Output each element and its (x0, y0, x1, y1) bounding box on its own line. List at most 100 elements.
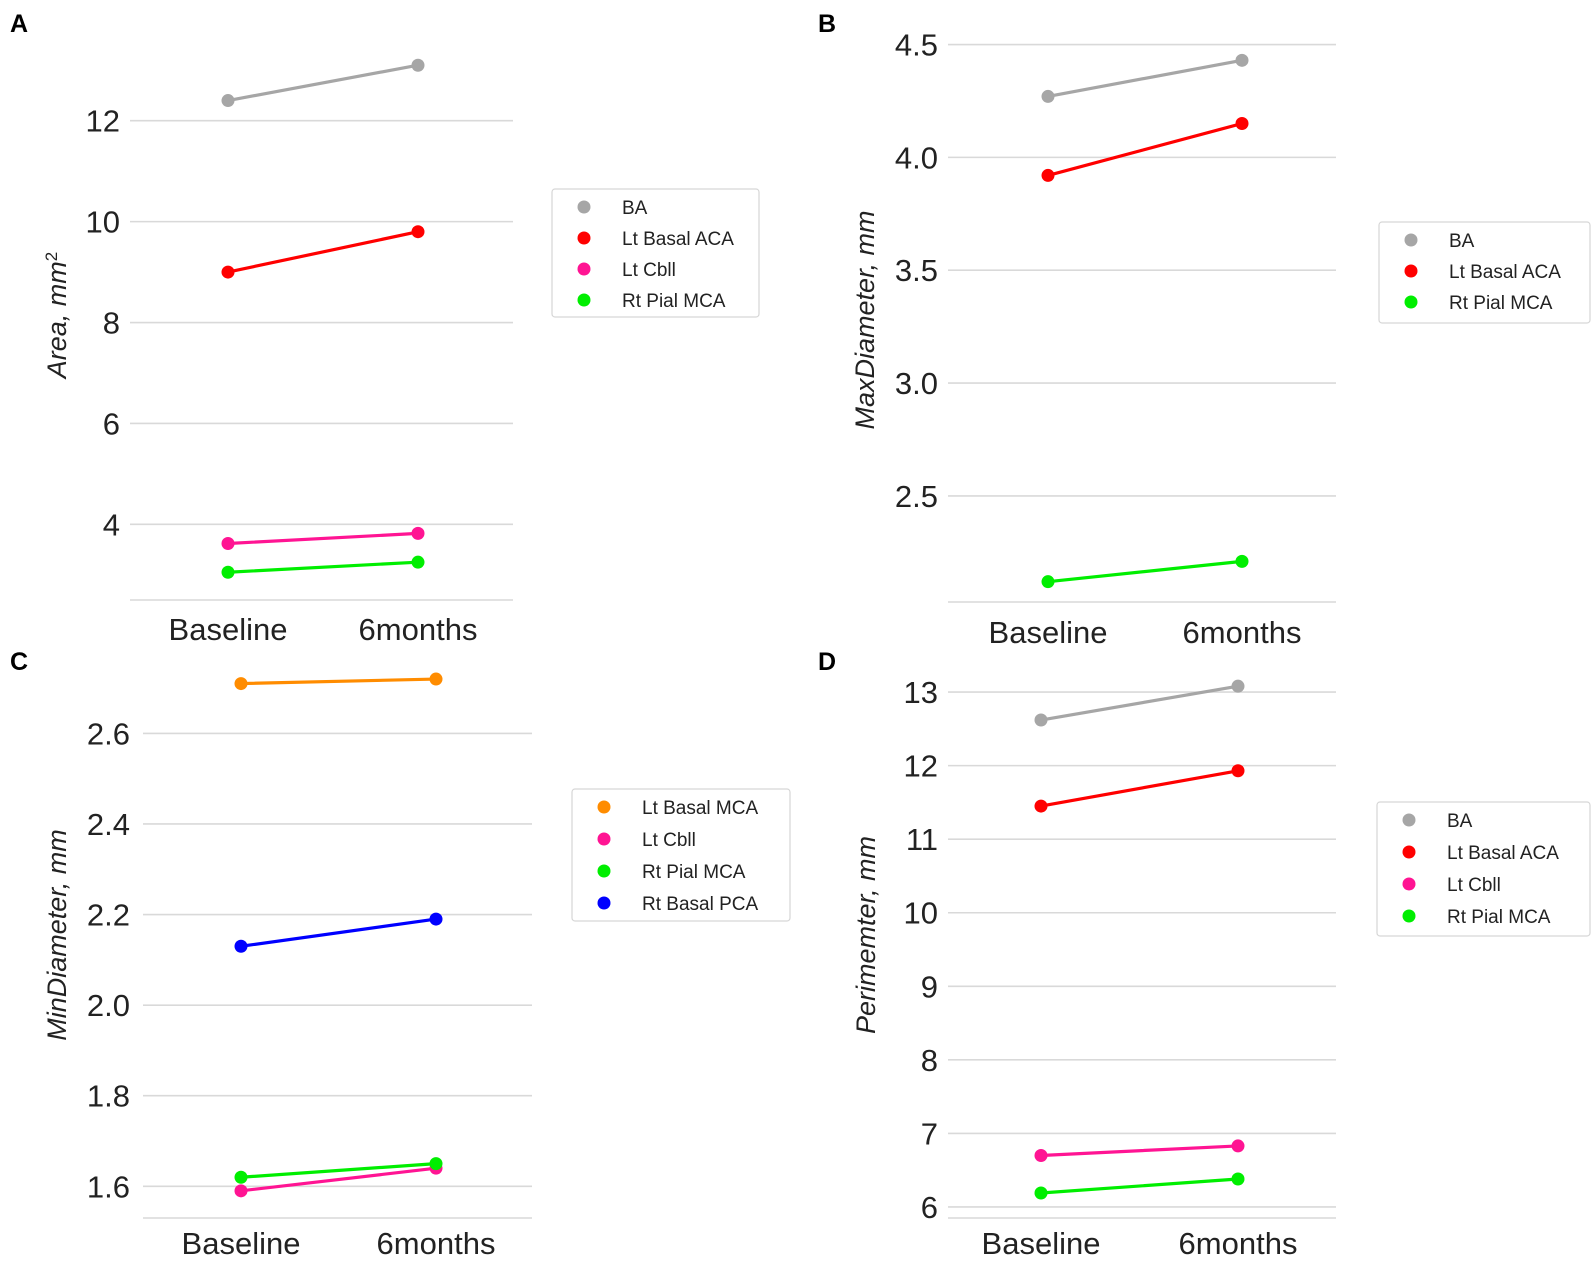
y-tick-label: 10 (904, 896, 938, 931)
legend-label: Lt Basal ACA (1449, 262, 1561, 283)
legend-marker (1402, 845, 1416, 859)
legend-label: Lt Basal MCA (642, 798, 758, 819)
legend-marker (1402, 877, 1416, 891)
panel-letter: C (10, 648, 28, 676)
data-point (411, 58, 425, 72)
series-lt-cbll (221, 526, 425, 550)
x-tick-label: 6months (1179, 1226, 1298, 1261)
series-line (226, 531, 420, 546)
series-line (1046, 58, 1244, 99)
y-tick-label: 4 (103, 507, 120, 542)
legend-label: Lt Basal ACA (622, 229, 734, 250)
legend-label: BA (1449, 231, 1475, 252)
data-point (1034, 1148, 1048, 1162)
y-tick-label: 12 (904, 749, 938, 784)
legend-marker (597, 896, 611, 910)
series-line (1046, 121, 1244, 178)
data-point (1231, 679, 1245, 693)
x-tick-label: 6months (377, 1226, 496, 1261)
panel-a: A 4 6 8 10 12 Baseline 6months Area, mm2 BA Lt Bas… (10, 10, 760, 647)
legend-label: Lt Cbll (1447, 875, 1501, 896)
y-tick-label: 13 (904, 675, 938, 710)
data-point (429, 1157, 443, 1171)
data-point (221, 94, 235, 108)
series-line (239, 677, 438, 686)
legend-marker (1402, 813, 1416, 827)
legend-label: Rt Pial MCA (642, 862, 746, 883)
y-axis-label: Area, mm2 (42, 252, 73, 381)
legend-marker (577, 293, 591, 307)
y-tick-label: 1.8 (87, 1079, 130, 1114)
series-lt-basal-mca (234, 672, 443, 691)
series-lt-basal-aca (1041, 117, 1249, 182)
legend-frame (1378, 221, 1591, 324)
series-rt-pial-mca (221, 555, 425, 579)
data-point (221, 565, 235, 579)
y-axis-label: MaxDiameter, mm (850, 210, 880, 429)
y-tick-label: 6 (103, 406, 120, 441)
legend: BA Lt Basal ACA Lt Cbll Rt Pial MCA (551, 188, 760, 318)
data-point (1235, 53, 1249, 67)
series-line (1039, 1177, 1240, 1195)
y-tick-label: 10 (86, 205, 120, 240)
data-point (1235, 117, 1249, 131)
legend-marker (1404, 264, 1418, 278)
x-tick-label: 6months (359, 612, 478, 647)
y-tick-label: 8 (921, 1043, 938, 1078)
data-point (234, 939, 248, 953)
y-tick-label: 2.5 (895, 479, 938, 514)
series-lt-basal-aca (1034, 764, 1245, 813)
legend-frame (1376, 801, 1591, 937)
data-point (411, 526, 425, 540)
series-line (1039, 769, 1240, 808)
legend-marker (597, 800, 611, 814)
data-point (1041, 89, 1055, 103)
y-tick-label: 4.5 (895, 28, 938, 63)
x-tick-label: Baseline (982, 1226, 1101, 1261)
data-point (1034, 799, 1048, 813)
x-tick-label: Baseline (182, 1226, 301, 1261)
data-point (411, 225, 425, 239)
legend-label: Lt Basal ACA (1447, 843, 1559, 864)
panel-letter: D (818, 648, 836, 676)
legend-label: Rt Pial MCA (1447, 907, 1551, 928)
legend-marker (1404, 233, 1418, 247)
legend-marker (1402, 909, 1416, 923)
y-tick-label: 2.2 (87, 898, 130, 933)
legend-label: BA (1447, 811, 1473, 832)
y-tick-label: 1.6 (87, 1169, 130, 1204)
series-ba (1034, 679, 1245, 727)
series-ba (1041, 53, 1249, 103)
panel-letter: A (10, 10, 28, 38)
data-point (1231, 1139, 1245, 1153)
series-line (226, 560, 420, 574)
y-tick-label: 2.6 (87, 716, 130, 751)
data-point (234, 677, 248, 691)
series-line (1039, 1144, 1240, 1158)
panel-b: B 2.5 3.0 3.5 4.0 4.5 Baseline 6months MaxDiamet… (818, 10, 1591, 650)
y-axis-label: Perimemter, mm (851, 836, 881, 1034)
data-point (1231, 764, 1245, 778)
series-rt-basal-pca (234, 912, 443, 953)
data-point (221, 265, 235, 279)
data-point (1034, 1186, 1048, 1200)
legend-label: Rt Basal PCA (642, 894, 758, 915)
data-point (234, 1170, 248, 1184)
legend: BA Lt Basal ACA Rt Pial MCA (1378, 221, 1591, 324)
y-tick-label: 7 (921, 1116, 938, 1151)
data-point (1041, 575, 1055, 589)
legend: BA Lt Basal ACA Lt Cbll Rt Pial MCA (1376, 801, 1591, 937)
y-tick-label: 9 (921, 969, 938, 1004)
series-line (239, 1162, 438, 1179)
legend-marker (577, 231, 591, 245)
series-lt-cbll (234, 1161, 443, 1198)
legend-marker (577, 200, 591, 214)
data-point (1034, 713, 1048, 727)
y-tick-label: 6 (921, 1190, 938, 1225)
panel-d: D 6 7 8 9 10 11 12 13 Baseline 6months Perimemter, … (818, 648, 1591, 1261)
data-point (1235, 554, 1249, 568)
series-line (1039, 684, 1240, 722)
legend-frame (551, 188, 760, 318)
x-tick-label: 6months (1183, 615, 1302, 650)
